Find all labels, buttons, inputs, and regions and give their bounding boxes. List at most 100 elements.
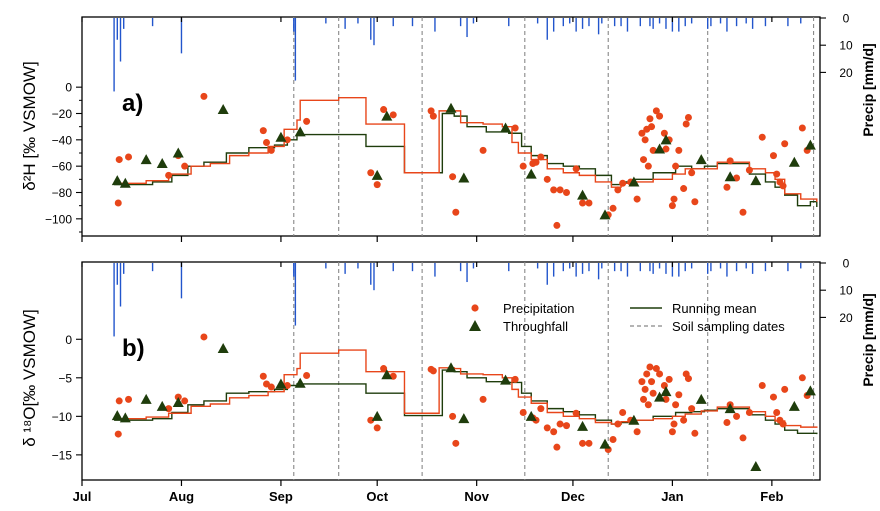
plot-frame [81, 16, 821, 237]
running-mean-line [114, 112, 818, 207]
precipitation-point [115, 397, 123, 405]
precipitation-point [550, 186, 558, 194]
throughfall-point [217, 104, 229, 115]
throughfall-point [788, 156, 800, 167]
throughfall-point [217, 343, 229, 354]
y2-tick-label: 0 [843, 12, 850, 26]
precipitation-point [758, 382, 766, 390]
precipitation-point [181, 397, 189, 405]
throughfall-point [156, 158, 168, 169]
precipitation-point [614, 186, 622, 194]
throughfall-point [156, 400, 168, 411]
precipitation-point [779, 182, 787, 190]
precipitation-point [452, 439, 460, 447]
panel-a: 0 −20 −40 −60 −80 −100 0 10 20 δ²H [‰ VSMOW] Preci… [20, 12, 876, 242]
precipitation-point [619, 408, 627, 416]
precipitation-point [125, 395, 133, 403]
x-tick-label: Dec [561, 489, 585, 504]
precipitation-point [781, 385, 789, 393]
precipitation-point [479, 146, 487, 154]
precipitation-point [543, 424, 551, 432]
precipitation-point [633, 195, 641, 203]
precipitation-point [646, 115, 654, 123]
precipitation-point [511, 124, 519, 132]
precipitation-point [429, 367, 437, 375]
precipitation-point [739, 434, 747, 442]
precipitation-point [640, 395, 648, 403]
precipitation-point [773, 170, 781, 178]
precipitation-point [125, 153, 133, 161]
precipitation-point [556, 420, 564, 428]
precipitation-point [479, 395, 487, 403]
precipitation-point [553, 443, 561, 451]
throughfall-point [788, 400, 800, 411]
precipitation-point [643, 370, 651, 378]
y-axis-label: δ ¹⁸O[‰ VSMOW] [20, 309, 39, 447]
x-tick-label: Sep [269, 489, 293, 504]
precipitation-point [652, 365, 660, 373]
throughfall-point [445, 102, 457, 113]
y-tick-label: −10 [52, 410, 73, 424]
precipitation-point [429, 112, 437, 120]
precipitation-point [200, 92, 208, 100]
precipitation-point [672, 162, 680, 170]
throughfall-point [724, 171, 736, 182]
legend: Precipitation Throughfall Running mean S… [469, 301, 785, 334]
throughfall-point [577, 420, 589, 431]
precipitation-point [670, 420, 678, 428]
x-tick-label: Jul [73, 489, 92, 504]
y-tick-label: −40 [52, 133, 73, 147]
precipitation-point [114, 430, 122, 438]
precip-running-mean-line [114, 349, 818, 428]
throughfall-point [654, 143, 666, 154]
precipitation-point [380, 365, 388, 373]
throughfall-point [628, 176, 640, 187]
precipitation-point [672, 401, 680, 409]
precipitation-point [572, 165, 580, 173]
precipitation-point [684, 375, 692, 383]
precipitation-point [553, 221, 561, 229]
y-tick-label: −80 [52, 186, 73, 200]
precipitation-point [572, 409, 580, 417]
precipitation-point [579, 199, 587, 207]
precipitation-point [644, 162, 652, 170]
precipitation-point [449, 412, 457, 420]
legend-throughfall-label: Throughfall [503, 319, 568, 334]
precipitation-point [798, 124, 806, 132]
precipitation-point [675, 391, 683, 399]
throughfall-point [381, 369, 393, 380]
y2-axis-label: Precip [mm/d] [860, 43, 876, 136]
precipitation-point [758, 133, 766, 141]
throughfall-point [750, 175, 762, 186]
legend-precipitation-marker [471, 304, 479, 312]
precipitation-point [668, 428, 676, 436]
precipitation-point [641, 385, 649, 393]
precipitation-point [649, 389, 657, 397]
precipitation-point [519, 408, 527, 416]
precipitation-point [389, 111, 397, 119]
precipitation-point [640, 156, 648, 164]
precipitation-point [556, 186, 564, 194]
y-tick-label: −20 [52, 107, 73, 121]
precipitation-point [609, 435, 617, 443]
throughfall-point [458, 413, 470, 424]
precipitation-point [779, 420, 787, 428]
precipitation-point [665, 375, 673, 383]
precipitation-point [303, 117, 311, 125]
precipitation-point [798, 374, 806, 382]
precipitation-point [585, 199, 593, 207]
precipitation-point [165, 171, 173, 179]
precipitation-point [115, 156, 123, 164]
precipitation-point [638, 378, 646, 386]
precipitation-point [773, 408, 781, 416]
y-tick-label: 0 [65, 333, 72, 347]
precipitation-point [723, 419, 731, 427]
throughfall-point [381, 110, 393, 121]
precipitation-point [656, 112, 664, 120]
precipitation-point [543, 175, 551, 183]
precipitation-point [373, 424, 381, 432]
panel-label: a) [122, 90, 143, 117]
throughfall-point [750, 460, 762, 471]
precipitation-point [367, 416, 375, 424]
precipitation-point [680, 416, 688, 424]
